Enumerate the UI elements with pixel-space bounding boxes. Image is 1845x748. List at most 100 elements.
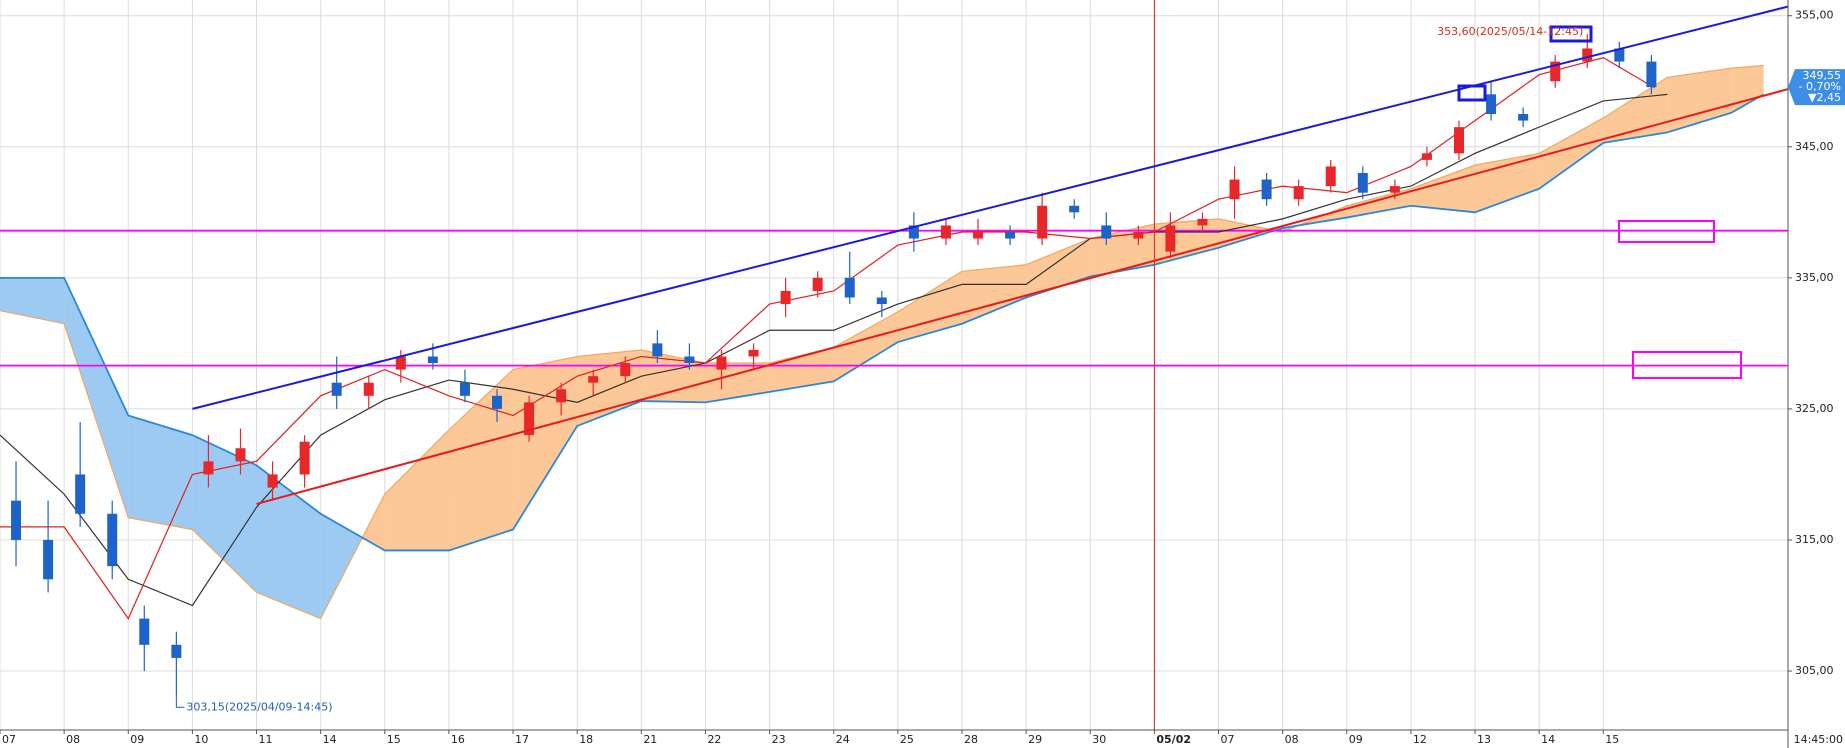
- y-tick-label: 325,00: [1795, 402, 1834, 415]
- cloud-edge: [0, 64, 1764, 620]
- x-tick-label: 15: [387, 733, 401, 746]
- price-tag-value: 349,55: [1803, 69, 1842, 82]
- x-tick-label: 07: [1221, 733, 1235, 746]
- y-tick-label: 345,00: [1795, 140, 1834, 153]
- candle-body: [459, 382, 470, 396]
- candle-body: [524, 402, 535, 436]
- candle-body: [1101, 225, 1112, 239]
- trendline: [256, 88, 1788, 505]
- x-tick-label: 17: [515, 733, 529, 746]
- cloud: [256, 465, 321, 619]
- cloud: [1475, 153, 1540, 213]
- x-tick-label: 07: [2, 733, 16, 746]
- x-tick-label: 30: [1092, 733, 1106, 746]
- candle-body: [203, 461, 214, 475]
- x-tick-label: 05/02: [1156, 733, 1191, 746]
- candle-body: [427, 356, 438, 364]
- price-tag: [1788, 69, 1845, 106]
- cloud: [833, 311, 898, 382]
- drawing-box: [1457, 84, 1487, 102]
- cloud: [961, 264, 1027, 324]
- candle-body: [171, 644, 182, 658]
- candle-body: [1357, 172, 1368, 193]
- candle-body: [107, 513, 118, 567]
- crosshair-time: 14:45:00: [1794, 733, 1843, 746]
- x-tick-label: 28: [964, 733, 978, 746]
- candle-body: [780, 290, 791, 305]
- x-tick-label: 08: [66, 733, 80, 746]
- cloud: [1410, 165, 1476, 213]
- candle-body: [267, 474, 278, 488]
- y-tick-label: 355,00: [1795, 9, 1834, 22]
- candle-body: [1197, 218, 1208, 226]
- candle-body: [43, 539, 54, 580]
- cloud: [1539, 117, 1604, 189]
- x-tick-label: 15: [1605, 733, 1619, 746]
- candle-body: [1550, 61, 1561, 82]
- candle-body: [620, 363, 631, 377]
- candle-body: [1486, 94, 1497, 115]
- drawing-box: [1549, 25, 1593, 43]
- y-tick-label: 335,00: [1795, 271, 1834, 284]
- x-tick-label: 09: [130, 733, 144, 746]
- low-annotation: 303,15(2025/04/09-14:45): [186, 700, 332, 713]
- candle-body: [1389, 186, 1400, 193]
- candle-body: [1646, 61, 1657, 88]
- cloud: [1731, 65, 1764, 113]
- x-tick-label: 24: [836, 733, 850, 746]
- x-tick-label: 08: [1285, 733, 1299, 746]
- candle-body: [716, 356, 727, 370]
- x-tick-label: 25: [900, 733, 914, 746]
- low-marker: [175, 695, 185, 708]
- candle-body: [395, 356, 406, 370]
- candle-body: [812, 277, 823, 291]
- candle-body: [684, 356, 695, 364]
- candle-body: [1133, 231, 1144, 239]
- x-tick-label: 13: [1477, 733, 1491, 746]
- candle-body: [908, 225, 919, 239]
- x-tick-label: 14: [1541, 733, 1555, 746]
- indicator-line: [0, 93, 1668, 607]
- candle-body: [1069, 205, 1080, 213]
- candle-body: [331, 382, 342, 396]
- x-tick-label: 16: [451, 733, 465, 746]
- cloud-edge: [0, 93, 1765, 552]
- cloud: [384, 429, 449, 551]
- cloud: [1603, 77, 1668, 143]
- drawing-box: [1632, 351, 1742, 379]
- price-tag-change-pct: - 0,70%: [1799, 80, 1841, 93]
- candle-body: [1325, 166, 1336, 187]
- candle-body: [973, 231, 984, 239]
- cloud: [64, 277, 129, 518]
- candle-body: [1582, 48, 1593, 62]
- candle-body: [588, 376, 599, 383]
- candle-body: [75, 474, 86, 514]
- cloud: [1667, 68, 1732, 133]
- cloud: [448, 369, 514, 551]
- x-tick-label: 09: [1349, 733, 1363, 746]
- cloud: [1026, 238, 1091, 298]
- candle-body: [11, 500, 22, 540]
- cloud: [192, 435, 257, 593]
- candle-body: [1261, 179, 1272, 200]
- x-tick-label: 22: [707, 733, 721, 746]
- x-tick-label: 12: [1413, 733, 1427, 746]
- candle-body: [1454, 127, 1465, 154]
- candle-body: [235, 448, 246, 462]
- cloud: [128, 415, 193, 530]
- trendline: [192, 5, 1788, 410]
- candle-body: [652, 343, 663, 357]
- candle-body: [1229, 179, 1240, 200]
- price-tag-change: ▼2,45: [1808, 91, 1841, 104]
- x-tick-label: 23: [772, 733, 786, 746]
- candle-body: [1293, 186, 1304, 200]
- x-tick-label: 21: [643, 733, 657, 746]
- candle-body: [1037, 205, 1048, 239]
- x-tick-label: 10: [194, 733, 208, 746]
- candle-body: [299, 441, 310, 475]
- candle-body: [363, 382, 374, 396]
- candle-body: [844, 277, 855, 298]
- high-annotation: 353,60(2025/05/14-12:45): [1437, 25, 1583, 38]
